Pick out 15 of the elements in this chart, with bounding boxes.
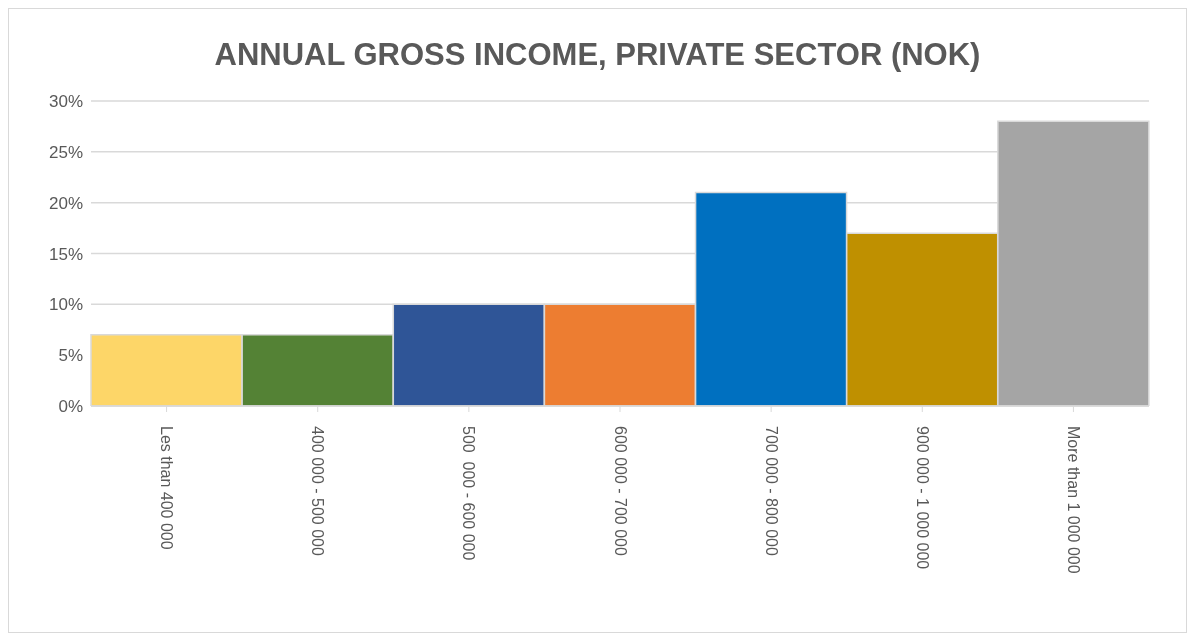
x-tick-label: More than 1 000 000 xyxy=(1064,426,1082,574)
x-tick-label: Les than 400 000 xyxy=(158,426,176,550)
y-tick-label: 30% xyxy=(48,92,83,112)
x-tick-label: 500 000 - 600 000 xyxy=(460,426,478,561)
y-tick-label: 0% xyxy=(58,397,83,417)
chart-title: ANNUAL GROSS INCOME, PRIVATE SECTOR (NOK) xyxy=(213,37,982,73)
x-tick-label: 700 000 - 800 000 xyxy=(762,426,780,556)
y-tick-label: 20% xyxy=(48,193,83,213)
y-tick-label: 5% xyxy=(58,346,83,366)
x-tick-label: 400 000 - 500 000 xyxy=(309,426,327,556)
x-tick-label: 600 000 - 700 000 xyxy=(611,426,629,556)
y-tick-label: 25% xyxy=(48,142,83,162)
x-tick-label: 900 000 - 1 000 000 xyxy=(913,426,931,570)
y-tick-label: 10% xyxy=(48,295,83,315)
y-tick-label: 15% xyxy=(48,244,83,264)
